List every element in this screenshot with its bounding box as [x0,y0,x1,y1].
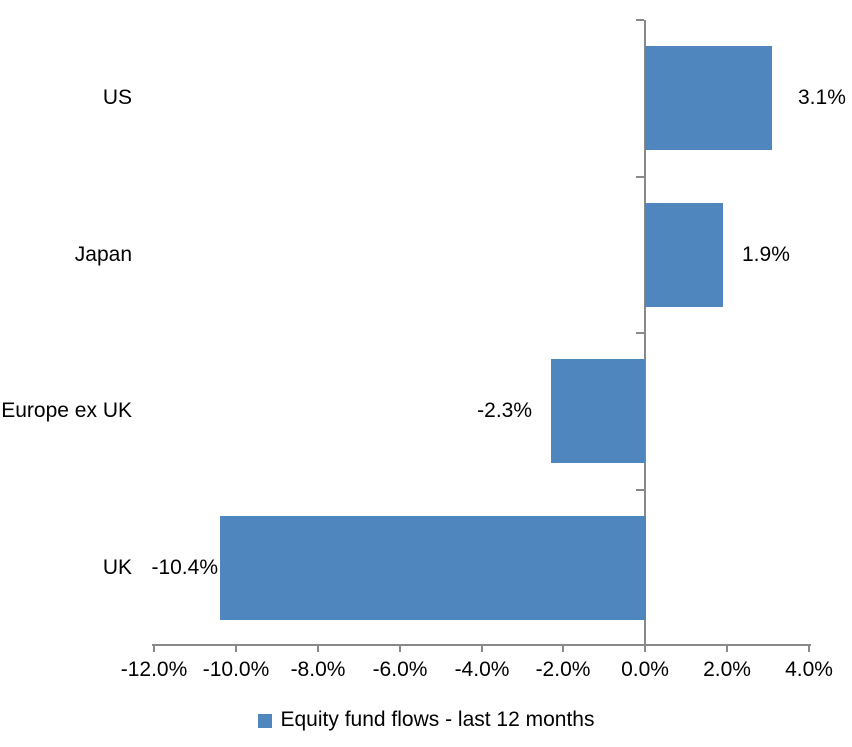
x-tick-label-2-0-: 2.0% [703,658,751,681]
y-axis-line [644,20,646,646]
x-tick [808,646,810,652]
category-tick [636,19,644,21]
bar-uk [220,516,646,620]
x-tick [562,646,564,652]
x-tick-label--2-0-: -2.0% [535,658,591,681]
value-label-uk: -10.4% [151,556,218,579]
x-tick-label-4-0-: 4.0% [785,658,833,681]
legend: Equity fund flows - last 12 months [0,707,852,733]
x-tick-label--8-0-: -8.0% [290,658,346,681]
category-tick [636,489,644,491]
value-label-us: 3.1% [798,86,846,109]
legend-swatch-icon [257,714,272,728]
bar-japan [645,203,723,307]
category-label-us: US [102,86,132,109]
legend-label: Equity fund flows - last 12 months [280,708,595,731]
x-tick [644,646,646,652]
x-tick [153,646,155,652]
x-tick [317,646,319,652]
category-label-japan: Japan [74,243,132,266]
x-tick-label--10-0-: -10.0% [202,658,270,681]
x-tick-label--12-0-: -12.0% [120,658,188,681]
category-label-uk: UK [102,556,132,579]
x-tick [399,646,401,652]
bar-europe-ex-uk [551,359,645,463]
x-tick [726,646,728,652]
x-tick [481,646,483,652]
category-tick [636,332,644,334]
value-label-europe-ex-uk: -2.3% [477,399,532,422]
x-tick [235,646,237,652]
x-axis-line [152,644,811,646]
x-tick-label-0-0-: 0.0% [621,658,669,681]
category-label-europe-ex-uk: Europe ex UK [1,399,132,422]
value-label-japan: 1.9% [742,243,790,266]
x-tick-label--6-0-: -6.0% [372,658,428,681]
bar-us [645,46,772,150]
category-tick [636,176,644,178]
x-tick-label--4-0-: -4.0% [454,658,510,681]
